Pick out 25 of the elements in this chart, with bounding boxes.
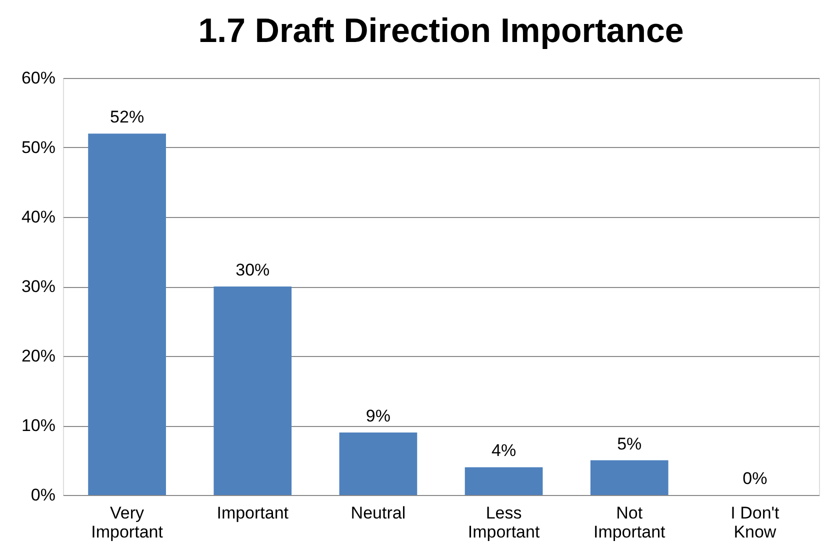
x-tick-label: I Don't Know bbox=[730, 504, 780, 542]
x-tick-label: Less Important bbox=[468, 504, 540, 542]
chart-title: 1.7 Draft Direction Importance bbox=[198, 12, 684, 50]
data-label: 0% bbox=[742, 469, 768, 488]
data-label: 5% bbox=[617, 434, 642, 454]
y-tick-label: 20% bbox=[21, 346, 56, 366]
x-tick-label: Not Important bbox=[593, 504, 666, 542]
data-label: 4% bbox=[492, 441, 516, 460]
bar bbox=[590, 460, 668, 495]
y-tick-label: 50% bbox=[21, 138, 56, 157]
bar bbox=[339, 432, 418, 495]
data-label: 52% bbox=[110, 108, 144, 127]
y-tick-label: 40% bbox=[21, 208, 56, 226]
x-tick-label: Important bbox=[216, 504, 289, 522]
y-tick-label: 60% bbox=[21, 68, 56, 88]
data-label: 30% bbox=[236, 260, 270, 280]
bar bbox=[88, 134, 166, 495]
bar bbox=[214, 286, 292, 495]
bar bbox=[464, 467, 543, 495]
x-tick-label: Neutral bbox=[350, 504, 406, 522]
y-tick-label: 30% bbox=[21, 277, 56, 296]
data-label: 9% bbox=[366, 406, 390, 426]
y-tick-label: 0% bbox=[30, 486, 56, 504]
y-tick-label: 10% bbox=[21, 416, 56, 435]
x-tick-label: Very Important bbox=[91, 504, 164, 542]
